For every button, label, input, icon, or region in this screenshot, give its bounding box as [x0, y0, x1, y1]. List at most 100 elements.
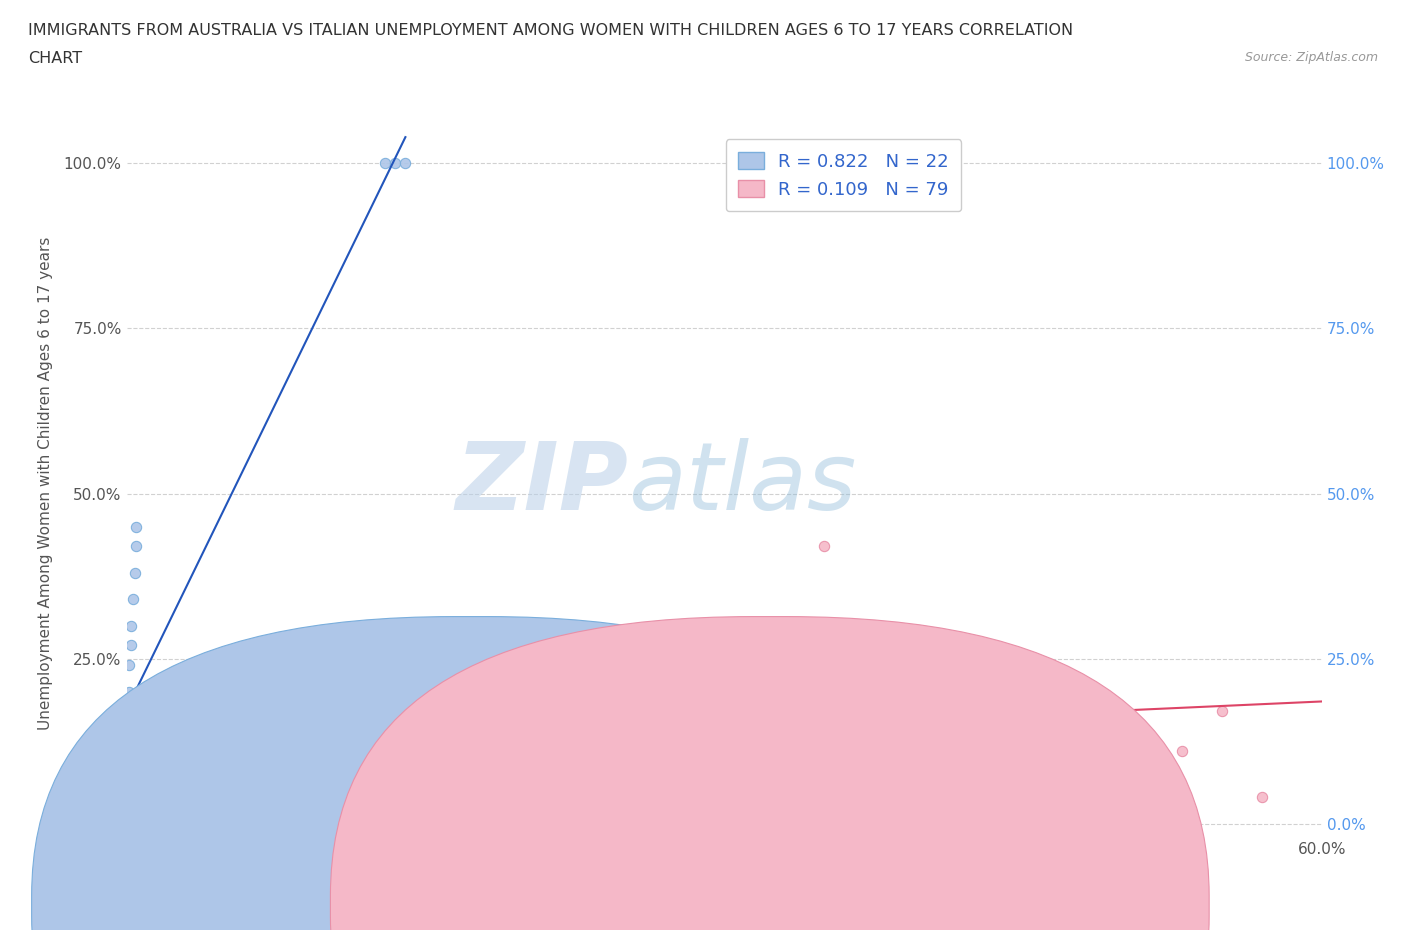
- Point: [125, 538, 148, 553]
- Point: [174, 737, 197, 752]
- Point: [733, 711, 755, 725]
- Point: [115, 764, 138, 778]
- Point: [852, 717, 875, 732]
- Point: [124, 565, 146, 580]
- Point: [1052, 730, 1074, 745]
- Text: IMMIGRANTS FROM AUSTRALIA VS ITALIAN UNEMPLOYMENT AMONG WOMEN WITH CHILDREN AGES: IMMIGRANTS FROM AUSTRALIA VS ITALIAN UNE…: [28, 23, 1073, 38]
- Point: [394, 156, 416, 171]
- Point: [165, 744, 187, 759]
- Point: [172, 737, 194, 752]
- Point: [117, 724, 139, 738]
- Point: [115, 770, 138, 785]
- Point: [215, 730, 238, 745]
- Point: [773, 711, 796, 725]
- Point: [120, 777, 142, 791]
- Point: [125, 757, 148, 772]
- Point: [474, 717, 496, 732]
- Point: [124, 770, 146, 785]
- Point: [117, 658, 139, 672]
- Point: [454, 717, 477, 732]
- Point: [117, 684, 139, 699]
- Point: [264, 724, 287, 738]
- Point: [129, 757, 152, 772]
- Text: CHART: CHART: [28, 51, 82, 66]
- Point: [813, 711, 835, 725]
- Point: [315, 724, 337, 738]
- Point: [121, 770, 143, 785]
- Point: [813, 538, 835, 553]
- Point: [124, 764, 146, 778]
- Point: [159, 744, 181, 759]
- Point: [891, 717, 914, 732]
- Point: [134, 757, 156, 772]
- Point: [374, 717, 396, 732]
- Point: [513, 711, 536, 725]
- Point: [932, 724, 955, 738]
- Point: [254, 724, 277, 738]
- Point: [115, 790, 138, 804]
- Point: [1250, 790, 1272, 804]
- Point: [155, 744, 177, 759]
- Point: [120, 638, 142, 653]
- Point: [201, 730, 224, 745]
- Point: [294, 724, 316, 738]
- Point: [1130, 737, 1153, 752]
- Point: [494, 711, 516, 725]
- Point: [1171, 744, 1194, 759]
- Point: [207, 730, 229, 745]
- Y-axis label: Unemployment Among Women with Children Ages 6 to 17 years: Unemployment Among Women with Children A…: [38, 237, 52, 730]
- Point: [245, 724, 267, 738]
- Point: [120, 618, 142, 633]
- Text: ZIP: ZIP: [456, 438, 628, 529]
- Point: [138, 751, 160, 765]
- Point: [181, 737, 204, 752]
- Point: [613, 704, 636, 719]
- Point: [693, 704, 716, 719]
- Point: [384, 156, 406, 171]
- Point: [135, 751, 157, 765]
- Point: [354, 717, 377, 732]
- Point: [115, 777, 138, 791]
- Point: [274, 724, 297, 738]
- Point: [117, 704, 139, 719]
- Point: [117, 783, 139, 798]
- Point: [117, 751, 139, 765]
- Point: [139, 751, 162, 765]
- Point: [115, 764, 138, 778]
- Point: [115, 783, 138, 798]
- Point: [972, 724, 994, 738]
- Point: [115, 804, 138, 818]
- Point: [117, 777, 139, 791]
- Text: Italians: Italians: [801, 897, 856, 912]
- Point: [115, 796, 138, 811]
- Legend: R = 0.822   N = 22, R = 0.109   N = 79: R = 0.822 N = 22, R = 0.109 N = 79: [725, 140, 962, 211]
- Point: [141, 751, 163, 765]
- Point: [593, 704, 616, 719]
- Text: Immigrants from Australia: Immigrants from Australia: [503, 897, 703, 912]
- Point: [125, 519, 148, 534]
- Text: Source: ZipAtlas.com: Source: ZipAtlas.com: [1244, 51, 1378, 64]
- Point: [1091, 737, 1114, 752]
- Text: atlas: atlas: [628, 438, 856, 529]
- Point: [235, 730, 257, 745]
- Point: [394, 717, 416, 732]
- Point: [127, 764, 149, 778]
- Point: [972, 698, 994, 712]
- Point: [195, 737, 218, 752]
- Point: [120, 770, 142, 785]
- Point: [1211, 704, 1233, 719]
- Point: [115, 783, 138, 798]
- Point: [554, 704, 576, 719]
- Point: [121, 591, 143, 606]
- Point: [115, 770, 138, 785]
- Point: [121, 764, 143, 778]
- Point: [115, 777, 138, 791]
- Point: [374, 156, 396, 171]
- Point: [125, 764, 148, 778]
- Point: [187, 737, 209, 752]
- Point: [574, 704, 596, 719]
- Point: [413, 724, 436, 738]
- Point: [335, 717, 357, 732]
- Point: [131, 757, 153, 772]
- Point: [434, 717, 457, 732]
